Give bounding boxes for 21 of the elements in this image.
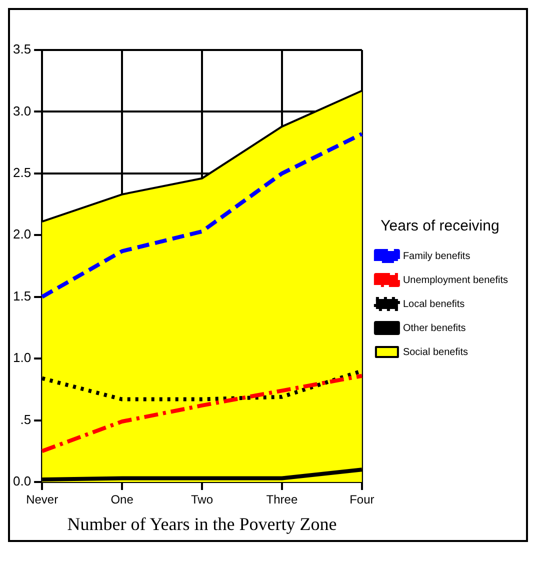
y-tick-label: 1.0 (12, 350, 32, 366)
y-tick-label: 2.0 (12, 226, 32, 242)
x-tick-label: Never (26, 492, 58, 507)
x-tick-label: Two (191, 492, 214, 507)
y-tick-label: 3.5 (12, 42, 32, 57)
x-tick-label: Four (350, 492, 374, 507)
y-tick-label: 2.5 (12, 165, 32, 180)
line-series (40, 374, 364, 454)
legend-label: Social benefits (402, 346, 468, 358)
x-tick-label: Three (266, 492, 298, 507)
y-tick-label: 3.0 (12, 103, 32, 118)
y-tick-label: 1.5 (12, 288, 32, 304)
y-tick-label: .5 (20, 412, 32, 427)
y-tick-label: 0.0 (12, 474, 32, 489)
x-axis-title: Number of Years in the Poverty Zone (67, 514, 337, 534)
legend-label: Family benefits (402, 250, 470, 262)
legend-label: Other benefits (402, 322, 466, 334)
legend-label: Unemployment benefits (402, 274, 508, 286)
legend-label: Local benefits (402, 298, 465, 310)
x-tick-label: One (110, 492, 134, 507)
legend-title: Years of receiving (380, 218, 500, 235)
